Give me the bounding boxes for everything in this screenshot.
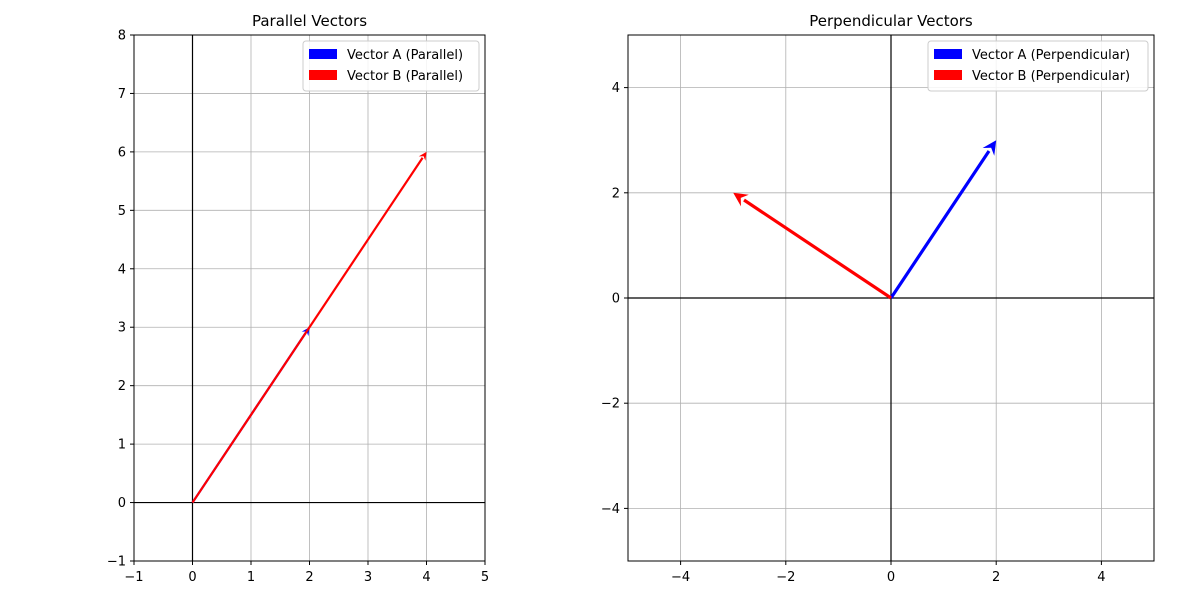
y-tick-label: 3	[118, 321, 126, 336]
y-tick-label: 4	[118, 262, 126, 277]
x-tick-label: 0	[887, 570, 895, 585]
legend-box	[927, 40, 1149, 92]
y-tick-label: 2	[612, 186, 620, 201]
x-tick-label: 0	[188, 570, 196, 585]
x-tick-label: 1	[247, 570, 255, 585]
x-tick-label: 2	[992, 570, 1000, 585]
x-tick-label: −2	[776, 570, 795, 585]
vector-shaft	[743, 198, 892, 300]
legend-label: Vector B (Parallel)	[347, 69, 463, 84]
y-tick-label: 6	[118, 145, 126, 160]
y-tick-label: −4	[601, 502, 620, 517]
chart-title: Parallel Vectors	[252, 12, 367, 30]
legend-swatch	[309, 70, 337, 80]
y-tick-label: 0	[612, 292, 620, 307]
chart-title: Perpendicular Vectors	[809, 12, 973, 30]
x-tick-label: 4	[422, 570, 430, 585]
y-tick-label: −1	[107, 555, 126, 570]
vector-arrowhead	[982, 140, 997, 156]
x-tick-label: −1	[124, 570, 143, 585]
y-tick-label: 2	[118, 379, 126, 394]
y-tick-label: 1	[118, 438, 126, 453]
y-tick-label: 4	[612, 81, 620, 96]
vector-shaft	[889, 150, 991, 299]
legend-label: Vector A (Parallel)	[347, 48, 463, 63]
vector-shaft	[191, 157, 424, 504]
y-tick-label: 5	[118, 204, 126, 219]
vector-1	[191, 151, 427, 504]
y-tick-label: 8	[118, 29, 126, 44]
parallel-vectors-panel: −1 0 1 2 3 4 5 −1 0 1 2 3 4 5 6 7 8 Parallel Vectors Vecto…	[107, 12, 489, 585]
y-tick-label: 0	[118, 496, 126, 511]
perpendicular-vectors-panel: −4 −2 0 2 4 −4 −2 0 2 4 Perpendicular Vectors Vecto…	[601, 12, 1155, 585]
legend-swatch	[309, 49, 337, 59]
vector-arrowhead	[733, 192, 749, 207]
x-tick-label: 5	[481, 570, 489, 585]
vector-0	[889, 140, 997, 299]
legend-swatch	[934, 70, 962, 80]
legend-label: Vector B (Perpendicular)	[972, 69, 1130, 84]
legend-box	[302, 40, 480, 92]
legend-swatch	[934, 49, 962, 59]
vector-arrowhead	[418, 151, 427, 161]
y-tick-label: −2	[601, 397, 620, 412]
legend-label: Vector A (Perpendicular)	[972, 48, 1130, 63]
x-tick-label: 4	[1097, 570, 1105, 585]
legend: Vector A (Perpendicular) Vector B (Perpen…	[927, 40, 1149, 92]
x-tick-label: 2	[305, 570, 313, 585]
x-tick-label: 3	[364, 570, 372, 585]
y-tick-label: 7	[118, 87, 126, 102]
vector-1	[733, 192, 892, 300]
x-tick-label: −4	[671, 570, 690, 585]
legend: Vector A (Parallel) Vector B (Parallel)	[302, 40, 480, 92]
